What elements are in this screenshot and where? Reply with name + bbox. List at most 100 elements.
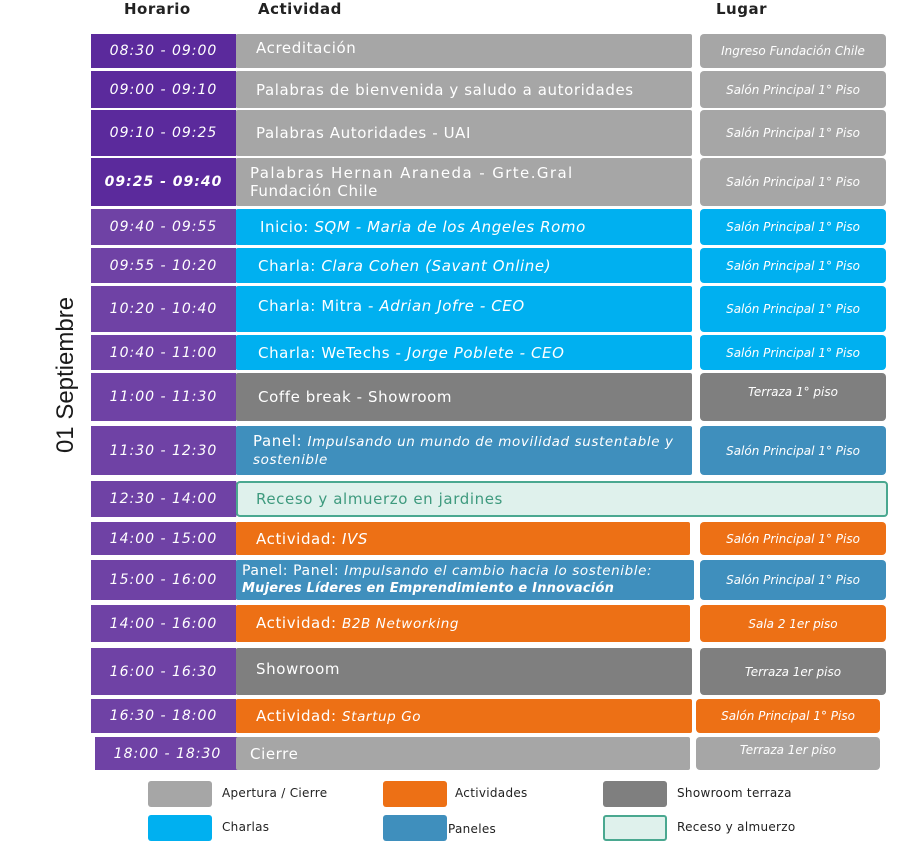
time-slot: 10:20 - 10:40 — [91, 286, 242, 332]
activity-prefix: Charla: WeTechs - — [258, 343, 407, 362]
time-slot: 09:40 - 09:55 — [91, 209, 242, 245]
time-slot: 11:30 - 12:30 — [91, 426, 242, 475]
place-cell: Salón Principal 1° Piso — [700, 426, 886, 475]
place-cell: Sala 2 1er piso — [700, 605, 886, 642]
place-cell: Terraza 1er piso — [696, 737, 880, 770]
header-actividad: Actividad — [258, 0, 342, 18]
activity-topic: Impulsando un mundo de movilidad sustent… — [307, 434, 674, 450]
activity-name: Startup Go — [342, 708, 422, 725]
place-cell: Terraza 1° piso — [700, 373, 886, 421]
schedule-row: 11:30 - 12:30 Panel: Impulsando un mundo… — [0, 426, 900, 475]
activity-cell: Palabras de bienvenida y saludo a autori… — [236, 71, 692, 108]
schedule-row: 14:00 - 16:00 Actividad: B2B Networking … — [0, 605, 900, 642]
schedule-row: 10:20 - 10:40 Charla: Mitra - Adrian Jof… — [0, 286, 900, 332]
activity-cell: Charla: Clara Cohen (Savant Online) — [236, 248, 692, 283]
activity-prefix: Panel: — [253, 432, 308, 450]
activity-prefix: Inicio: — [260, 218, 315, 236]
activity-text-line1: Panel: Impulsando un mundo de movilidad … — [253, 432, 692, 451]
time-slot: 09:10 - 09:25 — [91, 110, 242, 156]
activity-text: Charla: Mitra - Adrian Jofre - CEO — [258, 297, 692, 315]
header-lugar: Lugar — [716, 0, 767, 18]
place-cell: Salón Principal 1° Piso — [700, 71, 886, 108]
legend-label-apertura: Apertura / Cierre — [222, 786, 328, 800]
activity-text-line2: sostenible — [253, 452, 328, 468]
activity-prefix: Charla: — [258, 256, 322, 275]
time-slot: 10:40 - 11:00 — [91, 335, 242, 370]
legend-swatch-paneles — [383, 815, 447, 841]
time-slot: 16:30 - 18:00 — [91, 699, 242, 733]
place-cell: Salón Principal 1° Piso — [700, 158, 886, 206]
time-slot: 09:55 - 10:20 — [91, 248, 242, 283]
legend-swatch-showroom — [603, 781, 667, 807]
time-slot: 14:00 - 16:00 — [91, 605, 242, 642]
activity-text: Acreditación — [256, 39, 357, 57]
activity-text: Actividad: IVS — [256, 530, 690, 548]
activity-prefix: Actividad: — [256, 706, 342, 725]
schedule-row: 09:00 - 09:10 Palabras de bienvenida y s… — [0, 71, 900, 108]
time-slot: 11:00 - 11:30 — [91, 373, 242, 421]
activity-text-line2: Mujeres Líderes en Emprendimiento e Inno… — [242, 581, 615, 596]
activity-cell: Palabras Hernan Araneda - Grte.Gral Fund… — [236, 158, 692, 206]
legend-label-charlas: Charlas — [222, 820, 270, 834]
time-slot: 18:00 - 18:30 — [95, 737, 246, 770]
activity-speaker: Clara Cohen (Savant Online) — [321, 256, 552, 275]
schedule-row: 12:30 - 14:00 Receso y almuerzo en jardi… — [0, 481, 900, 517]
legend-label-receso: Receso y almuerzo — [677, 820, 796, 834]
activity-prefix: Panel: Panel: — [242, 563, 345, 579]
activity-text: Charla: WeTechs - Jorge Poblete - CEO — [258, 344, 692, 362]
activity-cell: Cierre — [236, 737, 690, 770]
activity-text: Coffe break - Showroom — [258, 388, 453, 406]
schedule-row: 10:40 - 11:00 Charla: WeTechs - Jorge Po… — [0, 335, 900, 370]
activity-text: Palabras de bienvenida y saludo a autori… — [256, 80, 634, 99]
activity-cell: Actividad: B2B Networking — [236, 605, 690, 642]
schedule-row: 11:00 - 11:30 Coffe break - Showroom Ter… — [0, 373, 900, 421]
schedule-row: 09:40 - 09:55 Inicio: SQM - Maria de los… — [0, 209, 900, 245]
schedule-row: 16:30 - 18:00 Actividad: Startup Go Saló… — [0, 699, 900, 733]
time-slot: 12:30 - 14:00 — [91, 481, 242, 517]
activity-cell: Inicio: SQM - Maria de los Angeles Romo — [236, 209, 692, 245]
place-cell: Salón Principal 1° Piso — [700, 335, 886, 370]
activity-name: IVS — [342, 529, 369, 548]
legend-swatch-charlas — [148, 815, 212, 841]
time-slot: 09:00 - 09:10 — [91, 71, 242, 108]
activity-text: Actividad: Startup Go — [256, 707, 692, 726]
activity-text: Receso y almuerzo en jardines — [256, 490, 503, 508]
legend-label-showroom: Showroom terraza — [677, 786, 792, 800]
schedule-row: 15:00 - 16:00 Panel: Panel: Impulsando e… — [0, 560, 900, 600]
activity-cell: Panel: Impulsando un mundo de movilidad … — [236, 426, 692, 475]
header-horario: Horario — [124, 0, 191, 18]
activity-topic: Impulsando el cambio hacia lo sostenible… — [344, 563, 653, 579]
time-slot: 14:00 - 15:00 — [91, 522, 242, 555]
activity-cell: Palabras Autoridades - UAI — [236, 110, 692, 156]
activity-prefix: Charla: Mitra - — [258, 297, 380, 315]
time-slot: 16:00 - 16:30 — [91, 648, 242, 695]
schedule-row: 08:30 - 09:00 Acreditación Ingreso Funda… — [0, 34, 900, 68]
activity-text: Showroom — [256, 660, 341, 678]
schedule-row: 16:00 - 16:30 Showroom Terraza 1er piso — [0, 648, 900, 695]
activity-text: Actividad: B2B Networking — [256, 614, 690, 633]
activity-speaker: Adrian Jofre - CEO — [379, 297, 525, 315]
activity-cell: Charla: Mitra - Adrian Jofre - CEO — [236, 286, 692, 332]
activity-prefix: Actividad: — [256, 529, 342, 548]
place-cell: Ingreso Fundación Chile — [700, 34, 886, 68]
place-cell: Salón Principal 1° Piso — [700, 110, 886, 156]
activity-prefix: Actividad: — [256, 614, 342, 632]
place-cell: Terraza 1er piso — [700, 648, 886, 695]
activity-text: Inicio: SQM - Maria de los Angeles Romo — [260, 218, 692, 236]
time-slot: 08:30 - 09:00 — [91, 34, 242, 68]
place-cell: Salón Principal 1° Piso — [700, 522, 886, 555]
activity-cell: Coffe break - Showroom — [236, 373, 692, 421]
legend-label-actividades: Actividades — [455, 786, 528, 800]
activity-cell: Actividad: Startup Go — [236, 699, 692, 733]
legend-swatch-apertura — [148, 781, 212, 807]
activity-text-line1: Panel: Panel: Impulsando el cambio hacia… — [242, 563, 694, 580]
place-cell: Salón Principal 1° Piso — [700, 286, 886, 332]
schedule-row: 18:00 - 18:30 Cierre Terraza 1er piso — [0, 737, 900, 770]
activity-text-line2: Fundación Chile — [250, 182, 378, 200]
activity-text: Charla: Clara Cohen (Savant Online) — [258, 257, 692, 275]
activity-speaker: Jorge Poblete - CEO — [406, 343, 565, 362]
activity-text: Cierre — [250, 744, 299, 763]
activity-cell: Acreditación — [236, 34, 692, 68]
time-slot: 09:25 - 09:40 — [91, 158, 242, 206]
place-cell: Salón Principal 1° Piso — [696, 699, 880, 733]
